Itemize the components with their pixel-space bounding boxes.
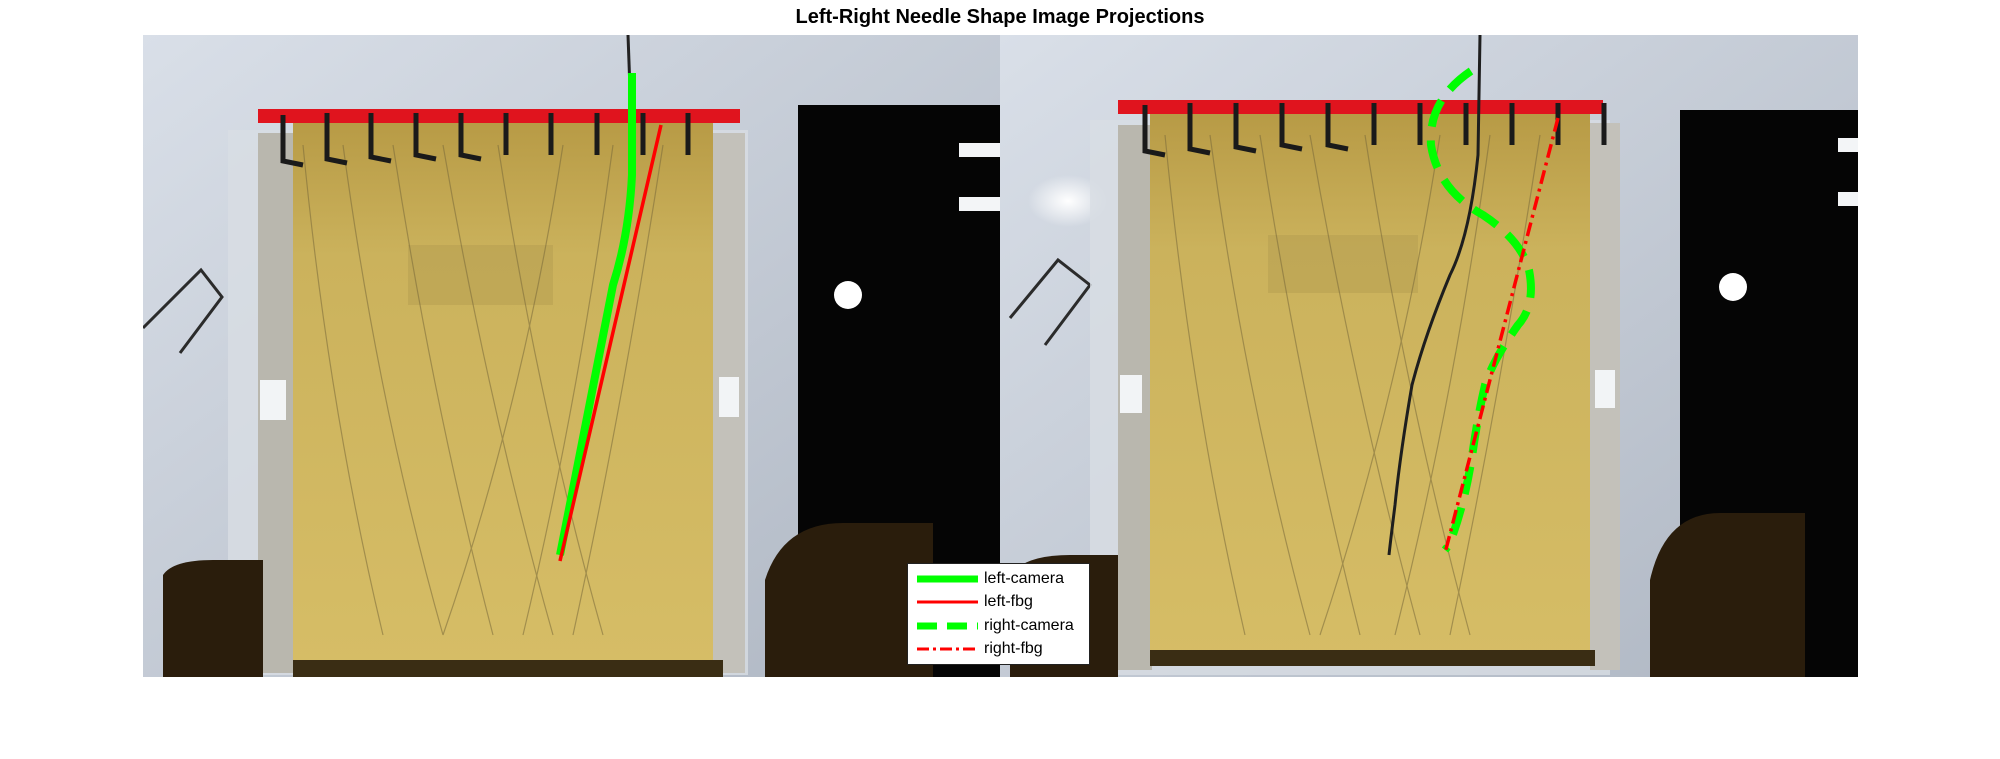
left-gel-base — [293, 660, 723, 677]
left-wire-hook — [143, 267, 224, 354]
left-bottom-fixture — [163, 560, 263, 677]
right-panel-slot-2 — [1838, 192, 1858, 206]
right-camera-image — [1000, 35, 1858, 677]
legend-swatch-left-fbg — [917, 600, 978, 604]
legend-swatch-right-fbg — [917, 647, 978, 651]
left-camera-image — [143, 35, 1000, 677]
right-needle-shaft — [1387, 35, 1482, 556]
left-clips — [280, 113, 691, 168]
stereo-image-pair — [143, 35, 1858, 677]
right-frame-clip — [1120, 375, 1142, 413]
right-fbg-curve — [1443, 117, 1560, 554]
left-red-rim — [258, 109, 740, 123]
legend-item-right-fbg: right-fbg — [908, 638, 1089, 662]
right-frame-clip-right — [1595, 370, 1615, 408]
legend-item-right-camera: right-camera — [908, 614, 1089, 638]
right-panel-slot-1 — [1838, 138, 1858, 152]
left-frame-clip — [260, 380, 286, 420]
right-panel-hole — [1719, 273, 1747, 301]
figure-title: Left-Right Needle Shape Image Projection… — [795, 6, 1205, 28]
left-camera-curve — [556, 73, 636, 556]
right-gel-patch — [1268, 235, 1418, 293]
legend-label-right-camera: right-camera — [984, 616, 1074, 634]
legend-swatch-left-camera — [917, 575, 978, 583]
right-red-rim — [1118, 100, 1603, 114]
legend-swatch-right-camera — [917, 622, 978, 630]
right-bottom-fixture-right — [1650, 513, 1805, 677]
left-bottom-fixture-right — [765, 523, 933, 677]
left-panel-slot-2 — [959, 197, 1000, 211]
left-gel-patch — [408, 245, 553, 305]
legend-label-left-camera: left-camera — [984, 569, 1065, 587]
right-wire-hook — [1008, 257, 1093, 346]
left-guide-lines — [302, 144, 664, 636]
legend-label-right-fbg: right-fbg — [984, 640, 1043, 658]
legend: left-camera left-fbg right-camera right-… — [907, 563, 1090, 665]
legend-item-left-camera: left-camera — [908, 567, 1089, 591]
left-gel-phantom — [293, 119, 713, 665]
right-gel-base — [1150, 650, 1595, 666]
right-light-glare — [1028, 175, 1108, 227]
needle-projections — [556, 67, 1560, 562]
left-frame-clip-right — [719, 377, 739, 417]
left-fbg-curve — [558, 124, 663, 562]
left-panel-slot-1 — [959, 143, 1000, 157]
legend-label-left-fbg: left-fbg — [984, 593, 1033, 611]
left-panel-hole — [834, 281, 862, 309]
right-gel-phantom — [1150, 111, 1590, 666]
legend-item-left-fbg: left-fbg — [908, 591, 1089, 615]
right-camera-curve — [1426, 67, 1535, 553]
